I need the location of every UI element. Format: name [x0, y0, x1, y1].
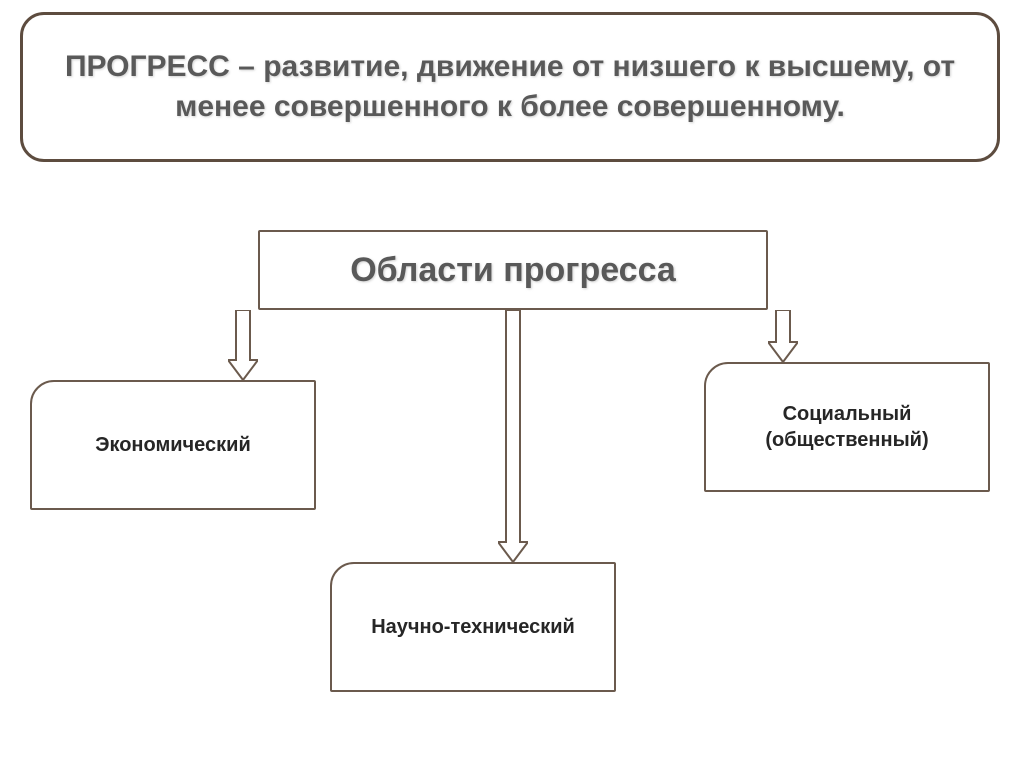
definition-title-text: ПРОГРЕСС – развитие, движение от низшего… [59, 47, 961, 128]
node-economic-label: Экономический [95, 434, 251, 457]
node-social-label: Социальный (общественный) [765, 401, 928, 453]
definition-title-box: ПРОГРЕСС – развитие, движение от низшего… [20, 12, 1000, 162]
node-social: Социальный (общественный) [704, 362, 990, 492]
arrow-to-social [768, 310, 798, 362]
arrow-to-economic [228, 310, 258, 380]
node-economic: Экономический [30, 380, 316, 510]
arrow-to-scitech [498, 310, 528, 562]
node-scitech: Научно-технический [330, 562, 616, 692]
node-scitech-label: Научно-технический [371, 616, 575, 639]
areas-header-text: Области прогресса [350, 251, 676, 290]
areas-header-box: Области прогресса [258, 230, 768, 310]
